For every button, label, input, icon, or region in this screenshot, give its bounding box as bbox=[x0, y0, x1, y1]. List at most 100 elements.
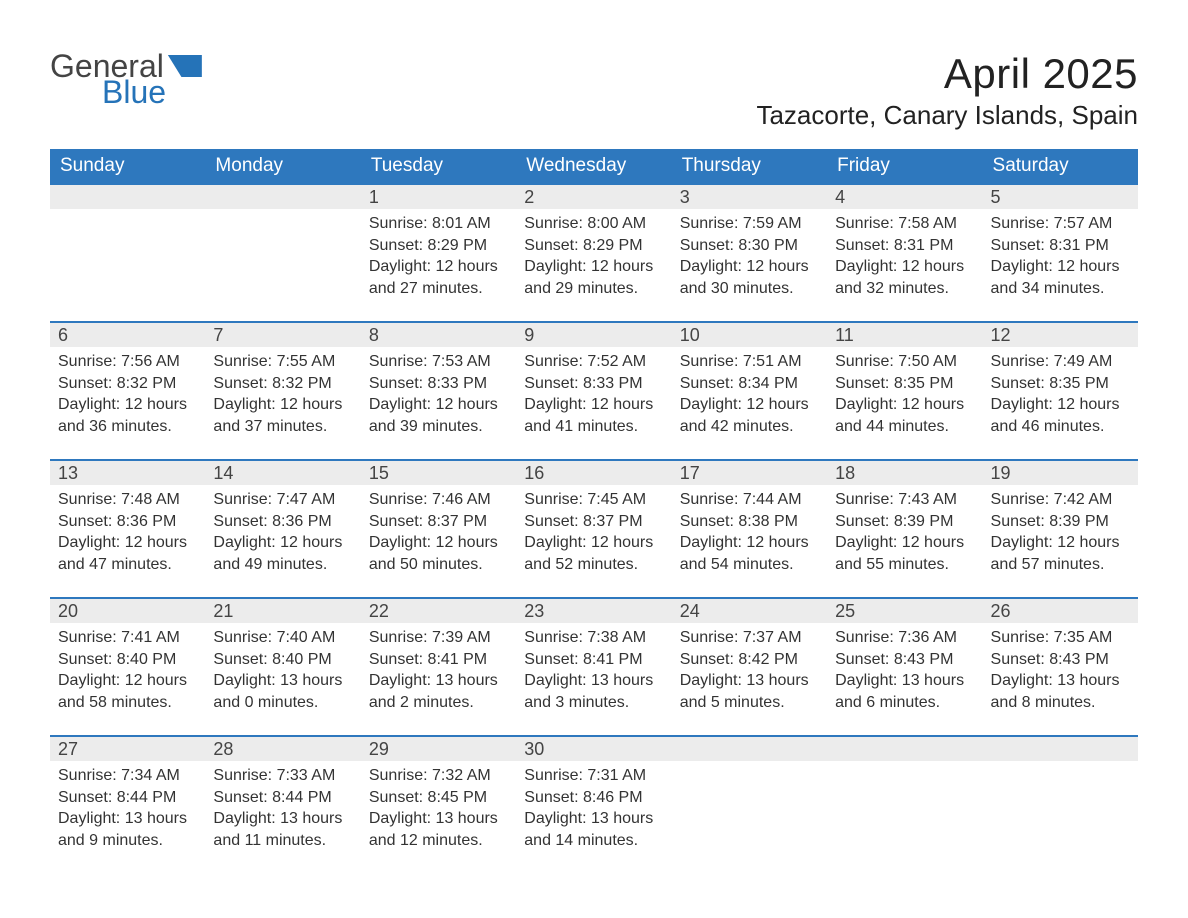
day-line: Sunrise: 7:56 AM bbox=[58, 351, 197, 373]
day-line: Daylight: 12 hours bbox=[369, 394, 508, 416]
day-line: Daylight: 12 hours bbox=[58, 532, 197, 554]
empty-day-number bbox=[983, 737, 1138, 761]
day-cell: 26 Sunrise: 7:35 AMSunset: 8:43 PMDayligh… bbox=[983, 598, 1138, 736]
day-line: Daylight: 13 hours bbox=[524, 670, 663, 692]
day-number: 29 bbox=[361, 737, 516, 761]
day-data: Sunrise: 7:31 AMSunset: 8:46 PMDaylight:… bbox=[516, 761, 671, 859]
day-cell: 22Sunrise: 7:39 AMSunset: 8:41 PMDayligh… bbox=[361, 598, 516, 736]
day-cell: 25Sunrise: 7:36 AMSunset: 8:43 PMDayligh… bbox=[827, 598, 982, 736]
day-number: 13 bbox=[50, 461, 205, 485]
day-line: and 58 minutes. bbox=[58, 692, 197, 714]
day-line: Daylight: 13 hours bbox=[835, 670, 974, 692]
day-number: 9 bbox=[516, 323, 671, 347]
day-cell: 16Sunrise: 7:45 AMSunset: 8:37 PMDayligh… bbox=[516, 460, 671, 598]
day-line: Sunset: 8:40 PM bbox=[58, 649, 197, 671]
day-line: Sunset: 8:45 PM bbox=[369, 787, 508, 809]
day-line: and 36 minutes. bbox=[58, 416, 197, 438]
day-line: Daylight: 12 hours bbox=[991, 532, 1130, 554]
day-data: Sunrise: 7:32 AMSunset: 8:45 PMDaylight:… bbox=[361, 761, 516, 859]
day-cell bbox=[983, 736, 1138, 874]
day-number: 14 bbox=[205, 461, 360, 485]
day-number: 11 bbox=[827, 323, 982, 347]
logo-flag-icon bbox=[168, 55, 202, 77]
weekday-header: Monday bbox=[205, 149, 360, 184]
day-data: Sunrise: 7:33 AMSunset: 8:44 PMDaylight:… bbox=[205, 761, 360, 859]
day-cell: 11Sunrise: 7:50 AMSunset: 8:35 PMDayligh… bbox=[827, 322, 982, 460]
day-line: Sunset: 8:39 PM bbox=[991, 511, 1130, 533]
day-line: Daylight: 13 hours bbox=[369, 808, 508, 830]
day-line: Sunrise: 7:45 AM bbox=[524, 489, 663, 511]
day-line: Daylight: 12 hours bbox=[991, 394, 1130, 416]
day-line: and 29 minutes. bbox=[524, 278, 663, 300]
day-data: Sunrise: 7:51 AMSunset: 8:34 PMDaylight:… bbox=[672, 347, 827, 445]
day-line: and 0 minutes. bbox=[213, 692, 352, 714]
day-line: Daylight: 12 hours bbox=[835, 532, 974, 554]
day-cell: 3Sunrise: 7:59 AMSunset: 8:30 PMDaylight… bbox=[672, 184, 827, 322]
day-line: Sunrise: 7:35 AM bbox=[991, 627, 1130, 649]
day-data: Sunrise: 7:53 AMSunset: 8:33 PMDaylight:… bbox=[361, 347, 516, 445]
day-line: Daylight: 13 hours bbox=[213, 808, 352, 830]
day-cell bbox=[50, 184, 205, 322]
day-number: 22 bbox=[361, 599, 516, 623]
day-number: 10 bbox=[672, 323, 827, 347]
day-line: and 30 minutes. bbox=[680, 278, 819, 300]
day-line: Sunset: 8:41 PM bbox=[369, 649, 508, 671]
day-line: and 32 minutes. bbox=[835, 278, 974, 300]
day-line: and 34 minutes. bbox=[991, 278, 1130, 300]
day-line: and 2 minutes. bbox=[369, 692, 508, 714]
day-number: 23 bbox=[516, 599, 671, 623]
day-line: Daylight: 13 hours bbox=[58, 808, 197, 830]
day-line: Sunset: 8:44 PM bbox=[58, 787, 197, 809]
header: General Blue April 2025 Tazacorte, Canar… bbox=[50, 50, 1138, 131]
day-line: and 11 minutes. bbox=[213, 830, 352, 852]
day-number: 25 bbox=[827, 599, 982, 623]
day-number: 5 bbox=[983, 185, 1138, 209]
day-line: Sunset: 8:37 PM bbox=[369, 511, 508, 533]
day-data: Sunrise: 7:41 AMSunset: 8:40 PMDaylight:… bbox=[50, 623, 205, 721]
empty-day-number bbox=[827, 737, 982, 761]
day-line: and 52 minutes. bbox=[524, 554, 663, 576]
day-line: Sunset: 8:35 PM bbox=[991, 373, 1130, 395]
day-cell: 15Sunrise: 7:46 AMSunset: 8:37 PMDayligh… bbox=[361, 460, 516, 598]
day-line: Sunset: 8:35 PM bbox=[835, 373, 974, 395]
day-cell: 1Sunrise: 8:01 AMSunset: 8:29 PMDaylight… bbox=[361, 184, 516, 322]
day-line: Daylight: 13 hours bbox=[991, 670, 1130, 692]
day-line: Sunrise: 7:48 AM bbox=[58, 489, 197, 511]
day-line: and 14 minutes. bbox=[524, 830, 663, 852]
day-line: Sunrise: 7:43 AM bbox=[835, 489, 974, 511]
day-data: Sunrise: 7:34 AMSunset: 8:44 PMDaylight:… bbox=[50, 761, 205, 859]
day-cell bbox=[672, 736, 827, 874]
day-line: Sunset: 8:46 PM bbox=[524, 787, 663, 809]
day-line: Sunset: 8:43 PM bbox=[991, 649, 1130, 671]
day-cell: 29Sunrise: 7:32 AMSunset: 8:45 PMDayligh… bbox=[361, 736, 516, 874]
day-line: Sunset: 8:40 PM bbox=[213, 649, 352, 671]
day-data: Sunrise: 7:55 AMSunset: 8:32 PMDaylight:… bbox=[205, 347, 360, 445]
day-line: Daylight: 12 hours bbox=[58, 394, 197, 416]
day-data: Sunrise: 7:48 AMSunset: 8:36 PMDaylight:… bbox=[50, 485, 205, 583]
day-line: Daylight: 12 hours bbox=[524, 532, 663, 554]
day-data: Sunrise: 7:39 AMSunset: 8:41 PMDaylight:… bbox=[361, 623, 516, 721]
day-line: Sunset: 8:34 PM bbox=[680, 373, 819, 395]
day-cell: 21Sunrise: 7:40 AMSunset: 8:40 PMDayligh… bbox=[205, 598, 360, 736]
week-row: 6Sunrise: 7:56 AMSunset: 8:32 PMDaylight… bbox=[50, 322, 1138, 460]
day-line: Sunset: 8:36 PM bbox=[213, 511, 352, 533]
day-line: and 57 minutes. bbox=[991, 554, 1130, 576]
day-cell: 2Sunrise: 8:00 AMSunset: 8:29 PMDaylight… bbox=[516, 184, 671, 322]
weekday-header: Friday bbox=[827, 149, 982, 184]
day-cell: 19Sunrise: 7:42 AMSunset: 8:39 PMDayligh… bbox=[983, 460, 1138, 598]
day-line: and 39 minutes. bbox=[369, 416, 508, 438]
day-data: Sunrise: 7:44 AMSunset: 8:38 PMDaylight:… bbox=[672, 485, 827, 583]
day-number: 30 bbox=[516, 737, 671, 761]
day-number: 26 bbox=[983, 599, 1138, 623]
day-line: Sunrise: 7:58 AM bbox=[835, 213, 974, 235]
day-data: Sunrise: 7:37 AMSunset: 8:42 PMDaylight:… bbox=[672, 623, 827, 721]
day-line: Sunset: 8:32 PM bbox=[58, 373, 197, 395]
day-line: Sunrise: 7:37 AM bbox=[680, 627, 819, 649]
weekday-header: Sunday bbox=[50, 149, 205, 184]
day-number: 15 bbox=[361, 461, 516, 485]
day-line: and 41 minutes. bbox=[524, 416, 663, 438]
day-number: 7 bbox=[205, 323, 360, 347]
day-line: Sunset: 8:29 PM bbox=[369, 235, 508, 257]
day-data: Sunrise: 7:43 AMSunset: 8:39 PMDaylight:… bbox=[827, 485, 982, 583]
day-cell bbox=[205, 184, 360, 322]
